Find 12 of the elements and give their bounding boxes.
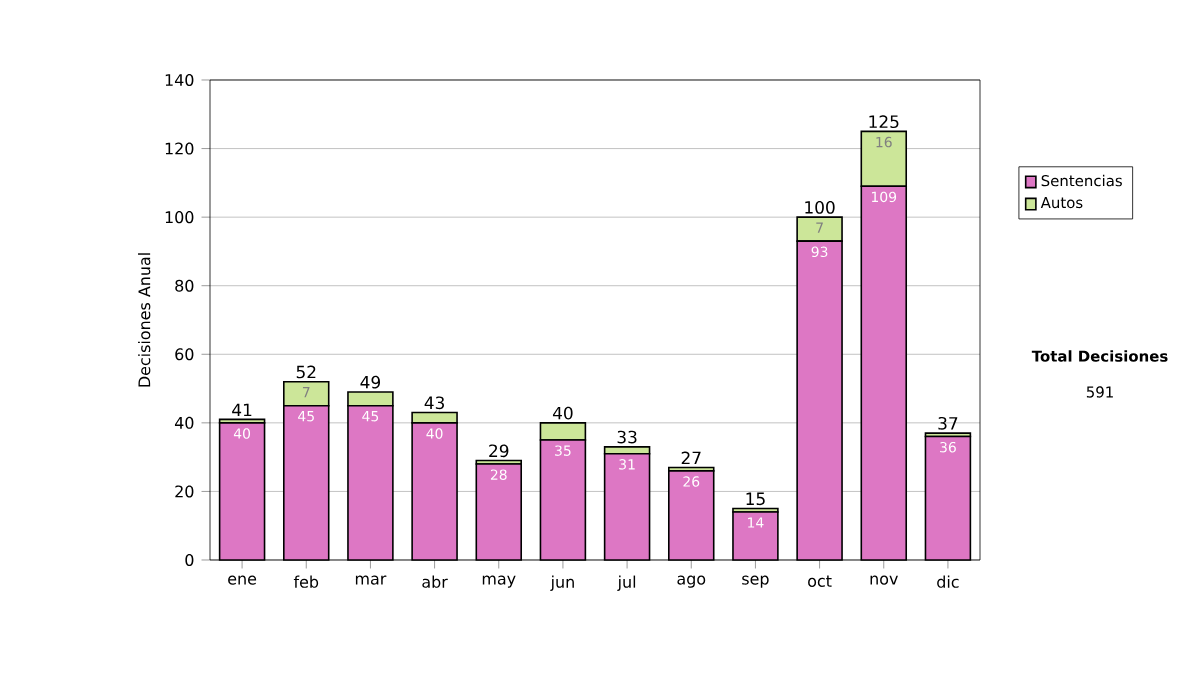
total-label: 33 <box>617 430 637 444</box>
total-label: 52 <box>296 365 316 379</box>
total-label: 15 <box>746 492 765 506</box>
total-label: 43 <box>424 396 444 410</box>
total-label: 40 <box>552 406 573 420</box>
total-label: 37 <box>938 416 958 430</box>
total-label: 29 <box>489 444 509 458</box>
total-label: 41 <box>232 403 252 417</box>
total-label: 125 <box>869 115 899 129</box>
total-label: 27 <box>681 451 701 465</box>
total-label: 49 <box>360 375 381 389</box>
total-label: 100 <box>805 200 835 214</box>
